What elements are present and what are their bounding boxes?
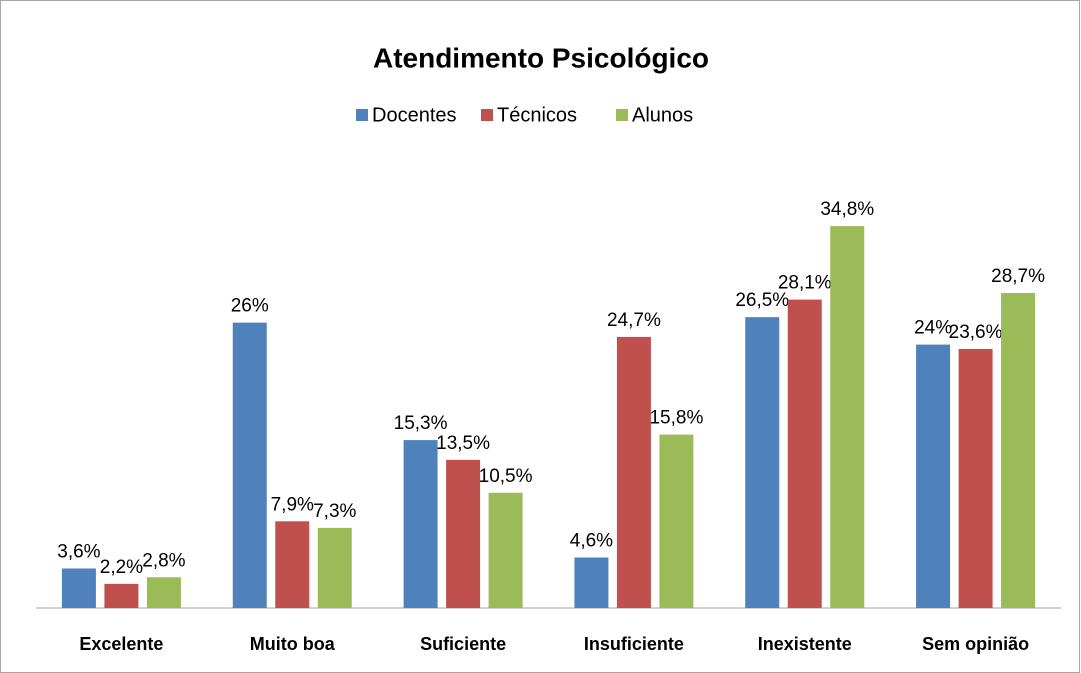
data-label: 26% — [231, 296, 269, 317]
bar — [659, 434, 694, 608]
data-label: 7,9% — [271, 494, 314, 515]
bar — [787, 299, 822, 608]
legend-label: Técnicos — [497, 104, 577, 126]
data-label: 4,6% — [570, 531, 613, 552]
legend-swatch — [616, 109, 628, 121]
bar — [745, 317, 780, 608]
legend-swatch — [356, 109, 368, 121]
data-label: 26,5% — [735, 290, 789, 311]
bar — [446, 459, 481, 608]
data-label: 24% — [914, 318, 952, 339]
bar — [488, 492, 523, 608]
bar — [1001, 293, 1036, 608]
x-tick-label: Sem opinião — [922, 634, 1029, 654]
data-label: 28,1% — [778, 273, 832, 294]
bar — [916, 344, 951, 608]
bar — [403, 440, 438, 608]
bar — [61, 568, 96, 608]
data-label: 23,6% — [949, 322, 1003, 343]
legend-label: Docentes — [372, 104, 457, 126]
data-label: 3,6% — [57, 542, 100, 563]
data-label: 7,3% — [313, 501, 356, 522]
data-label: 10,5% — [479, 466, 533, 487]
data-label: 15,8% — [649, 408, 703, 429]
data-label: 34,8% — [820, 199, 874, 220]
x-tick-label: Inexistente — [758, 634, 852, 654]
legend-label: Alunos — [632, 104, 693, 126]
bar — [958, 348, 993, 608]
x-tick-label: Excelente — [79, 634, 163, 654]
bar — [616, 336, 651, 608]
data-label: 24,7% — [607, 310, 661, 331]
data-label: 15,3% — [394, 413, 448, 434]
bar — [146, 577, 181, 608]
data-label: 2,8% — [142, 550, 185, 571]
bar — [317, 527, 352, 608]
data-label: 28,7% — [991, 266, 1045, 287]
bar — [830, 226, 865, 608]
legend-swatch — [481, 109, 493, 121]
chart-title: Atendimento Psicológico — [373, 42, 709, 73]
data-label: 13,5% — [436, 433, 490, 454]
x-tick-label: Muito boa — [250, 634, 336, 654]
x-tick-label: Insuficiente — [584, 634, 684, 654]
bar — [232, 322, 267, 608]
x-tick-label: Suficiente — [420, 634, 506, 654]
bar — [275, 521, 310, 608]
data-label: 2,2% — [100, 557, 143, 578]
bar — [104, 583, 139, 608]
bar — [574, 557, 609, 608]
